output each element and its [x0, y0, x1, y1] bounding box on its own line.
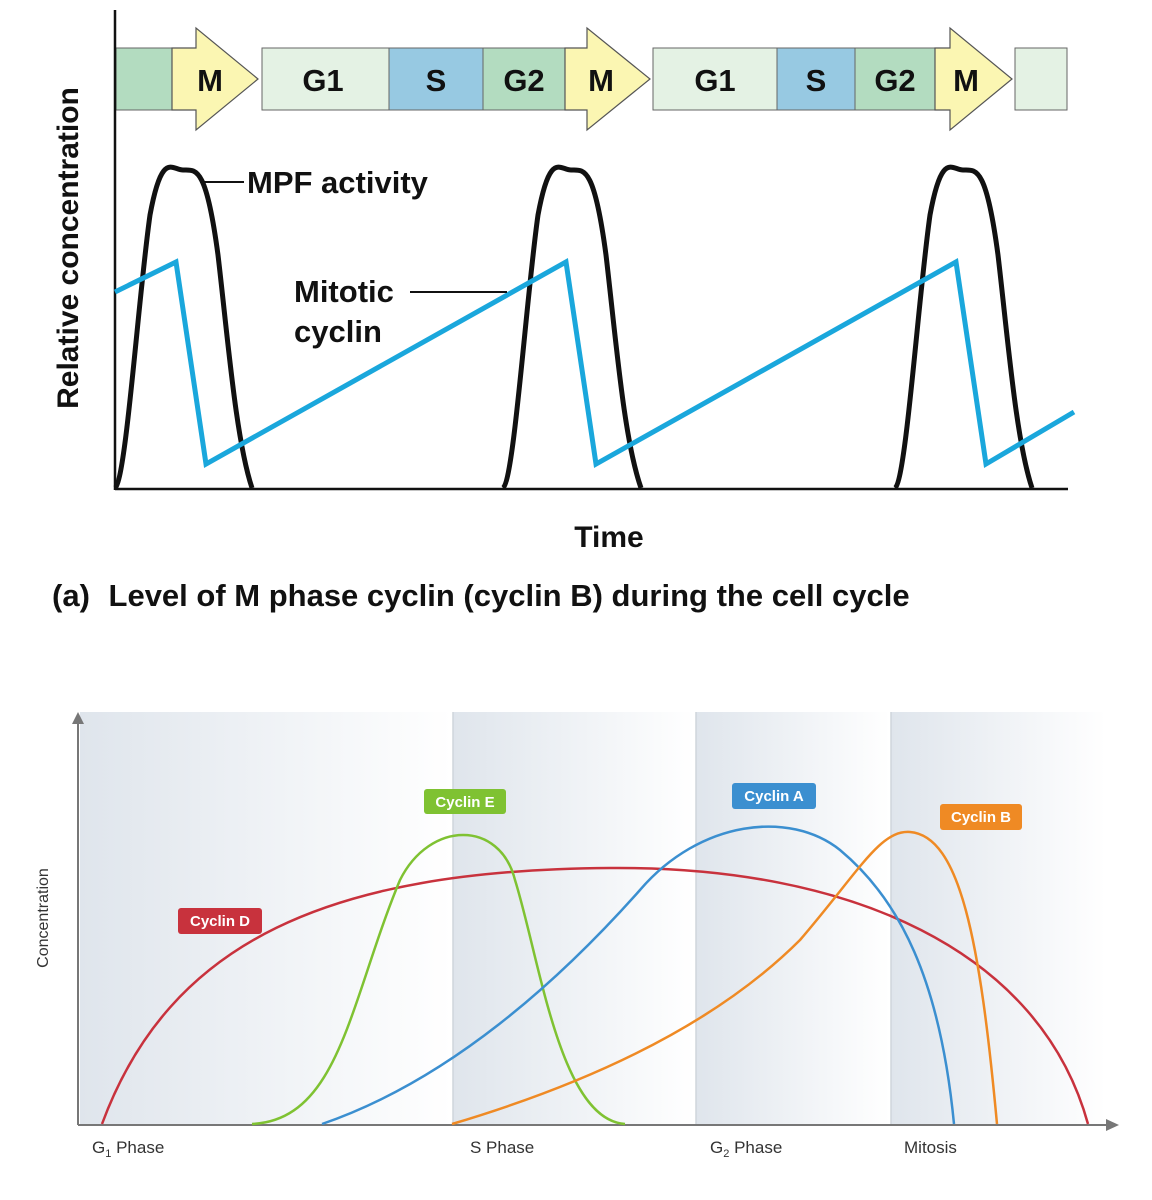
cyclin-d-tag-text: Cyclin D: [190, 913, 250, 930]
band-mitosis: [891, 712, 1106, 1124]
phase-g1-2: [652, 47, 778, 111]
bottom-x-arrow: [1106, 1119, 1119, 1131]
top-y-axis-label: Relative concentration: [52, 87, 85, 409]
phase-s-1: [388, 47, 484, 111]
phase-label-g1-1: G1: [302, 63, 343, 98]
phase-label-g1-2: G1: [694, 63, 735, 98]
cyclin-b-tag-text: Cyclin B: [951, 809, 1011, 826]
cyclin-d-tag: [178, 908, 262, 934]
tick-s-phase: S Phase: [470, 1138, 534, 1157]
phase-label-m-3: M: [953, 63, 979, 98]
series-mpf-activity: [112, 164, 1035, 491]
mpf-activity-label: MPF activity: [247, 165, 429, 200]
band-g2: [696, 712, 890, 1124]
phase-g1-end: [1014, 47, 1068, 111]
bottom-y-arrow: [72, 712, 84, 724]
tick-g2-sub: 2: [723, 1148, 729, 1160]
phase-s-2: [776, 47, 856, 111]
phase-bar: M G1 S G2 M G1 S G2 M: [115, 26, 1068, 132]
tick-mitosis: Mitosis: [904, 1138, 957, 1157]
band-g1: [80, 712, 452, 1124]
phase-label-g2-1: G2: [503, 63, 544, 98]
bottom-chart: Cyclin D Cyclin E Cyclin A Cyclin B G1 P…: [35, 712, 1119, 1160]
phase-g2-1: [482, 47, 566, 111]
cyclin-a-tag: [732, 783, 816, 809]
tick-g1-rest: Phase: [111, 1138, 164, 1157]
tick-g1-phase: G1 Phase: [92, 1138, 164, 1160]
bottom-y-axis-label: Concentration: [35, 868, 52, 968]
cyclin-b-tag: [940, 804, 1022, 830]
caption-prefix: (a): [52, 578, 90, 613]
phase-g2-start: [115, 47, 173, 111]
tick-g1-main: G: [92, 1138, 105, 1157]
phase-g2-2: [854, 47, 936, 111]
series-cyclin-b: [451, 830, 999, 1126]
top-chart: M G1 S G2 M G1 S G2 M MPF activity Mitot…: [52, 10, 1076, 613]
tick-g2-main: G: [710, 1138, 723, 1157]
phase-m-2: [564, 26, 651, 132]
phase-label-m-2: M: [588, 63, 614, 98]
band-s: [453, 712, 695, 1124]
cyclin-a-tag-text: Cyclin A: [744, 788, 804, 805]
series-cyclin-a: [321, 825, 956, 1126]
caption-text: Level of M phase cyclin (cyclin B) durin…: [109, 578, 910, 613]
cyclin-e-tag: [424, 789, 506, 814]
mitotic-label-line1: Mitotic: [294, 274, 394, 309]
phase-m-1: [171, 26, 259, 132]
phase-label-s-2: S: [806, 63, 827, 98]
phase-label-g2-2: G2: [874, 63, 915, 98]
cyclin-e-tag-text: Cyclin E: [435, 794, 494, 811]
phase-label-m-1: M: [197, 63, 223, 98]
top-x-axis-label: Time: [574, 521, 643, 554]
top-caption: (a) Level of M phase cyclin (cyclin B) d…: [52, 578, 910, 613]
phase-g1-1: [261, 47, 390, 111]
tick-g2-rest: Phase: [729, 1138, 782, 1157]
series-mitotic-cyclin: [113, 258, 1076, 469]
series-cyclin-d: [100, 866, 1090, 1125]
phase-m-3: [934, 26, 1013, 132]
tick-g2-phase: G2 Phase: [710, 1138, 782, 1160]
mitotic-label-line2: cyclin: [294, 314, 382, 349]
phase-label-s-1: S: [426, 63, 447, 98]
tick-g1-sub: 1: [105, 1148, 111, 1160]
series-cyclin-e: [251, 833, 626, 1126]
